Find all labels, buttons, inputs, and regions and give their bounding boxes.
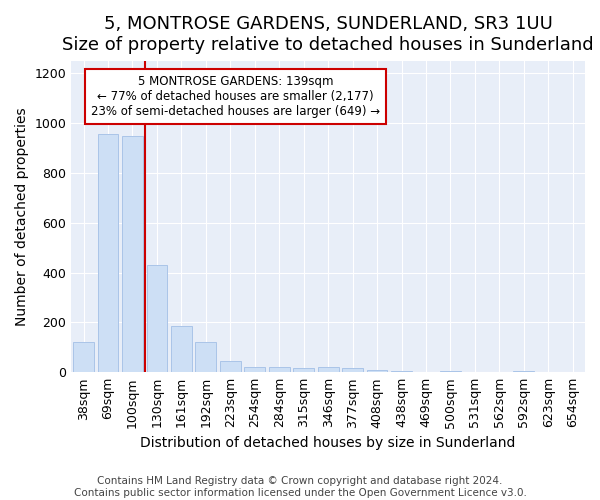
Bar bbox=[440, 371, 461, 372]
Bar bbox=[98, 134, 118, 372]
Bar bbox=[122, 136, 143, 372]
Bar bbox=[293, 368, 314, 372]
Bar bbox=[171, 326, 192, 372]
Bar bbox=[318, 367, 338, 372]
Bar bbox=[367, 370, 388, 372]
Text: 5 MONTROSE GARDENS: 139sqm
← 77% of detached houses are smaller (2,177)
23% of s: 5 MONTROSE GARDENS: 139sqm ← 77% of deta… bbox=[91, 75, 380, 118]
Bar bbox=[514, 371, 534, 372]
Bar bbox=[269, 367, 290, 372]
Y-axis label: Number of detached properties: Number of detached properties bbox=[15, 107, 29, 326]
Title: 5, MONTROSE GARDENS, SUNDERLAND, SR3 1UU
Size of property relative to detached h: 5, MONTROSE GARDENS, SUNDERLAND, SR3 1UU… bbox=[62, 15, 594, 54]
Bar bbox=[244, 367, 265, 372]
Bar bbox=[146, 265, 167, 372]
Bar bbox=[73, 342, 94, 372]
Bar bbox=[391, 371, 412, 372]
X-axis label: Distribution of detached houses by size in Sunderland: Distribution of detached houses by size … bbox=[140, 436, 516, 450]
Bar bbox=[342, 368, 363, 372]
Text: Contains HM Land Registry data © Crown copyright and database right 2024.
Contai: Contains HM Land Registry data © Crown c… bbox=[74, 476, 526, 498]
Bar bbox=[220, 361, 241, 372]
Bar bbox=[196, 342, 216, 372]
